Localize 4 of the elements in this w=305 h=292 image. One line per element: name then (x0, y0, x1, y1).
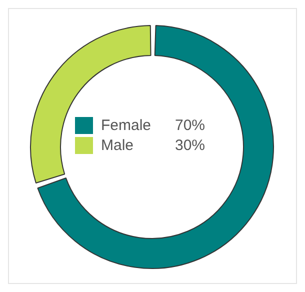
legend-label: Male (101, 136, 135, 154)
legend-label: Female (101, 116, 152, 134)
data-label: 70% (175, 116, 206, 134)
data-label: 30% (175, 136, 206, 154)
